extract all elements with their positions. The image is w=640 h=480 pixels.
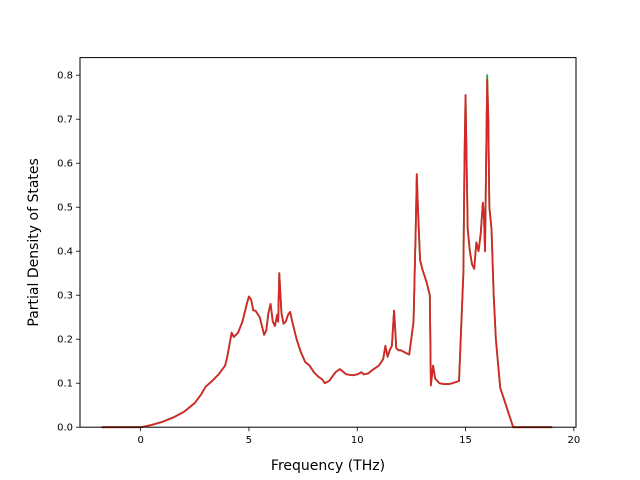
series-layer <box>101 74 553 429</box>
y-tick-label: 0.2 <box>57 335 73 346</box>
y-tick-label: 0.4 <box>57 247 73 258</box>
y-tick-label: 0.0 <box>57 423 73 434</box>
x-tick-label: 0 <box>137 435 143 446</box>
y-tick-label: 0.8 <box>57 71 73 82</box>
y-axis-title: Partial Density of States <box>26 158 42 326</box>
x-axis-title: Frequency (THz) <box>271 458 385 474</box>
y-tick-label: 0.3 <box>57 291 73 302</box>
axes-frame <box>79 57 577 428</box>
y-tick-label: 0.5 <box>57 203 73 214</box>
x-tick-label: 15 <box>459 435 472 446</box>
y-tick-label: 0.6 <box>57 159 73 170</box>
y-axis-ticks: 0.0 0.1 0.2 0.3 0.4 0.5 0.6 0.7 0.8 <box>57 71 80 434</box>
y-tick-label: 0.1 <box>57 379 73 390</box>
plot-area <box>79 57 577 429</box>
x-axis-ticks: 0 5 10 15 20 <box>137 427 580 446</box>
series-line-1 <box>101 78 553 429</box>
x-tick-label: 5 <box>246 435 252 446</box>
y-tick-label: 0.7 <box>57 115 73 126</box>
x-tick-label: 10 <box>351 435 364 446</box>
x-tick-label: 20 <box>567 435 580 446</box>
